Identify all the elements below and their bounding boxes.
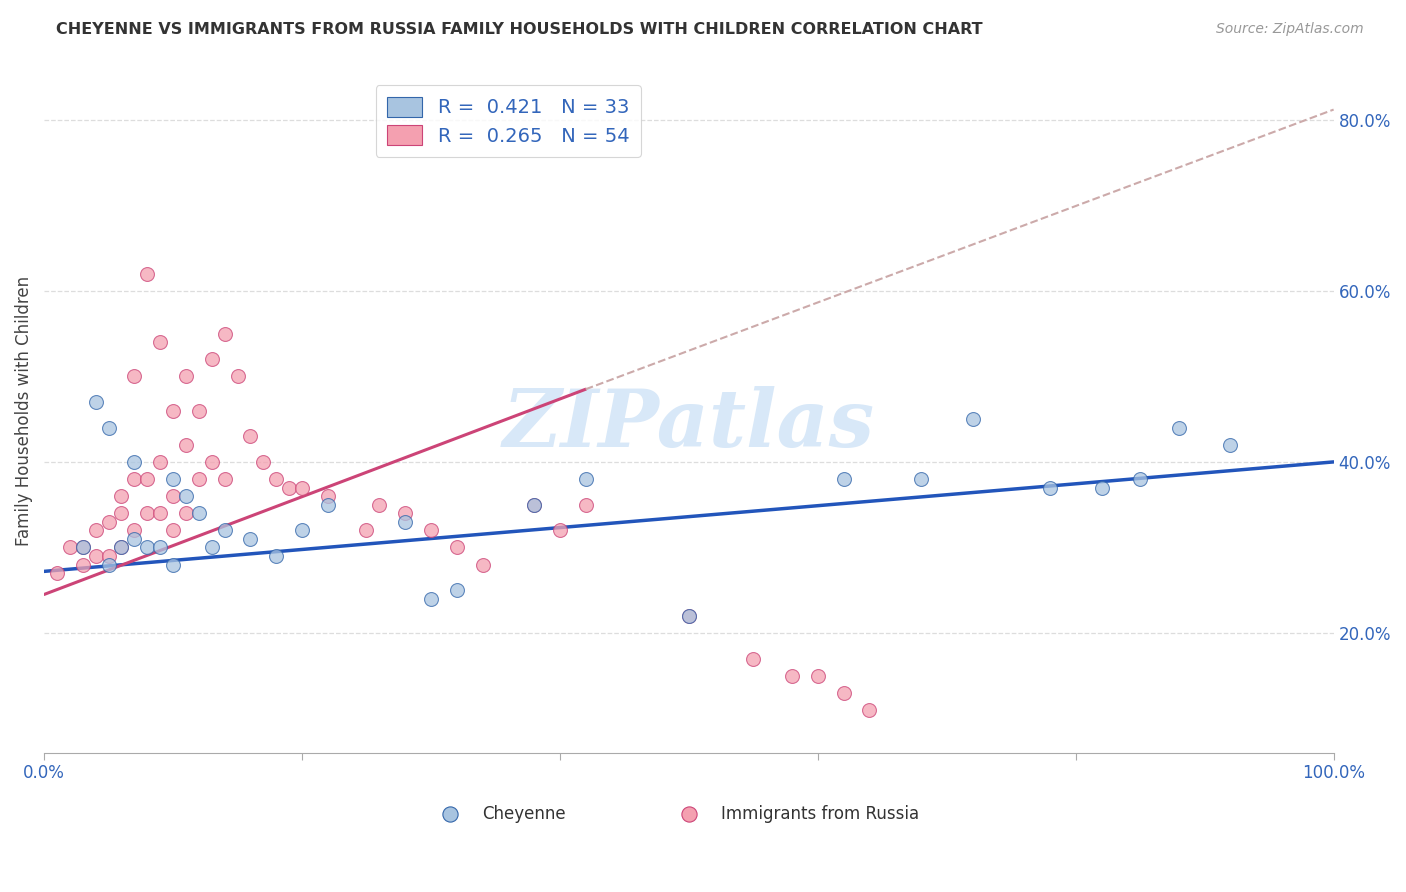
Point — [742, 651, 765, 665]
Point — [201, 352, 224, 367]
Point — [136, 267, 159, 281]
Point — [136, 541, 159, 555]
Point — [149, 455, 172, 469]
Point — [162, 472, 184, 486]
Point — [214, 524, 236, 538]
Point — [59, 541, 82, 555]
Point — [239, 532, 262, 546]
Point — [174, 489, 197, 503]
Legend: R =  0.421   N = 33, R =  0.265   N = 54: R = 0.421 N = 33, R = 0.265 N = 54 — [375, 85, 641, 157]
Point — [1167, 420, 1189, 434]
Point — [316, 489, 339, 503]
Point — [124, 369, 146, 384]
Text: Source: ZipAtlas.com: Source: ZipAtlas.com — [1216, 22, 1364, 37]
Point — [832, 686, 855, 700]
Point — [291, 481, 314, 495]
Point — [832, 472, 855, 486]
Point — [72, 541, 94, 555]
Text: ZIPatlas: ZIPatlas — [503, 385, 875, 463]
Point — [264, 472, 287, 486]
Point — [124, 455, 146, 469]
Point — [187, 506, 209, 520]
Point — [162, 558, 184, 572]
Point — [394, 515, 416, 529]
Point — [124, 532, 146, 546]
Point — [678, 874, 700, 888]
Point — [394, 506, 416, 520]
Point — [291, 524, 314, 538]
Point — [72, 558, 94, 572]
Point — [356, 524, 378, 538]
Point — [368, 498, 391, 512]
Text: Cheyenne: Cheyenne — [482, 805, 567, 823]
Point — [201, 455, 224, 469]
Point — [471, 558, 494, 572]
Point — [97, 549, 120, 563]
Point — [678, 608, 700, 623]
Point — [962, 412, 984, 426]
Point — [110, 506, 132, 520]
Point — [446, 583, 468, 598]
Y-axis label: Family Households with Children: Family Households with Children — [15, 276, 32, 546]
Point — [162, 524, 184, 538]
Point — [110, 541, 132, 555]
Point — [1219, 438, 1241, 452]
Point — [239, 429, 262, 443]
Point — [575, 472, 598, 486]
Point — [84, 524, 107, 538]
Point — [124, 524, 146, 538]
Point — [187, 403, 209, 417]
Point — [162, 403, 184, 417]
Point — [858, 703, 880, 717]
Point — [149, 335, 172, 350]
Point — [1090, 481, 1112, 495]
Point — [46, 566, 69, 580]
Point — [316, 498, 339, 512]
Point — [174, 369, 197, 384]
Point — [678, 608, 700, 623]
Text: CHEYENNE VS IMMIGRANTS FROM RUSSIA FAMILY HOUSEHOLDS WITH CHILDREN CORRELATION C: CHEYENNE VS IMMIGRANTS FROM RUSSIA FAMIL… — [56, 22, 983, 37]
Point — [97, 515, 120, 529]
Point — [523, 498, 546, 512]
Point — [420, 524, 443, 538]
Point — [214, 472, 236, 486]
Point — [439, 874, 461, 888]
Point — [136, 472, 159, 486]
Point — [97, 420, 120, 434]
Point — [174, 506, 197, 520]
Point — [110, 541, 132, 555]
Point — [910, 472, 932, 486]
Point — [84, 549, 107, 563]
Point — [1039, 481, 1062, 495]
Point — [252, 455, 274, 469]
Point — [214, 326, 236, 341]
Point — [110, 489, 132, 503]
Point — [226, 369, 249, 384]
Point — [807, 669, 830, 683]
Point — [84, 395, 107, 409]
Point — [264, 549, 287, 563]
Point — [124, 472, 146, 486]
Point — [523, 498, 546, 512]
Point — [72, 541, 94, 555]
Point — [162, 489, 184, 503]
Point — [446, 541, 468, 555]
Point — [201, 541, 224, 555]
Point — [149, 506, 172, 520]
Point — [136, 506, 159, 520]
Point — [575, 498, 598, 512]
Point — [420, 591, 443, 606]
Point — [174, 438, 197, 452]
Point — [278, 481, 301, 495]
Point — [97, 558, 120, 572]
Point — [187, 472, 209, 486]
Point — [548, 524, 571, 538]
Point — [149, 541, 172, 555]
Text: Immigrants from Russia: Immigrants from Russia — [721, 805, 920, 823]
Point — [1129, 472, 1152, 486]
Point — [780, 669, 803, 683]
